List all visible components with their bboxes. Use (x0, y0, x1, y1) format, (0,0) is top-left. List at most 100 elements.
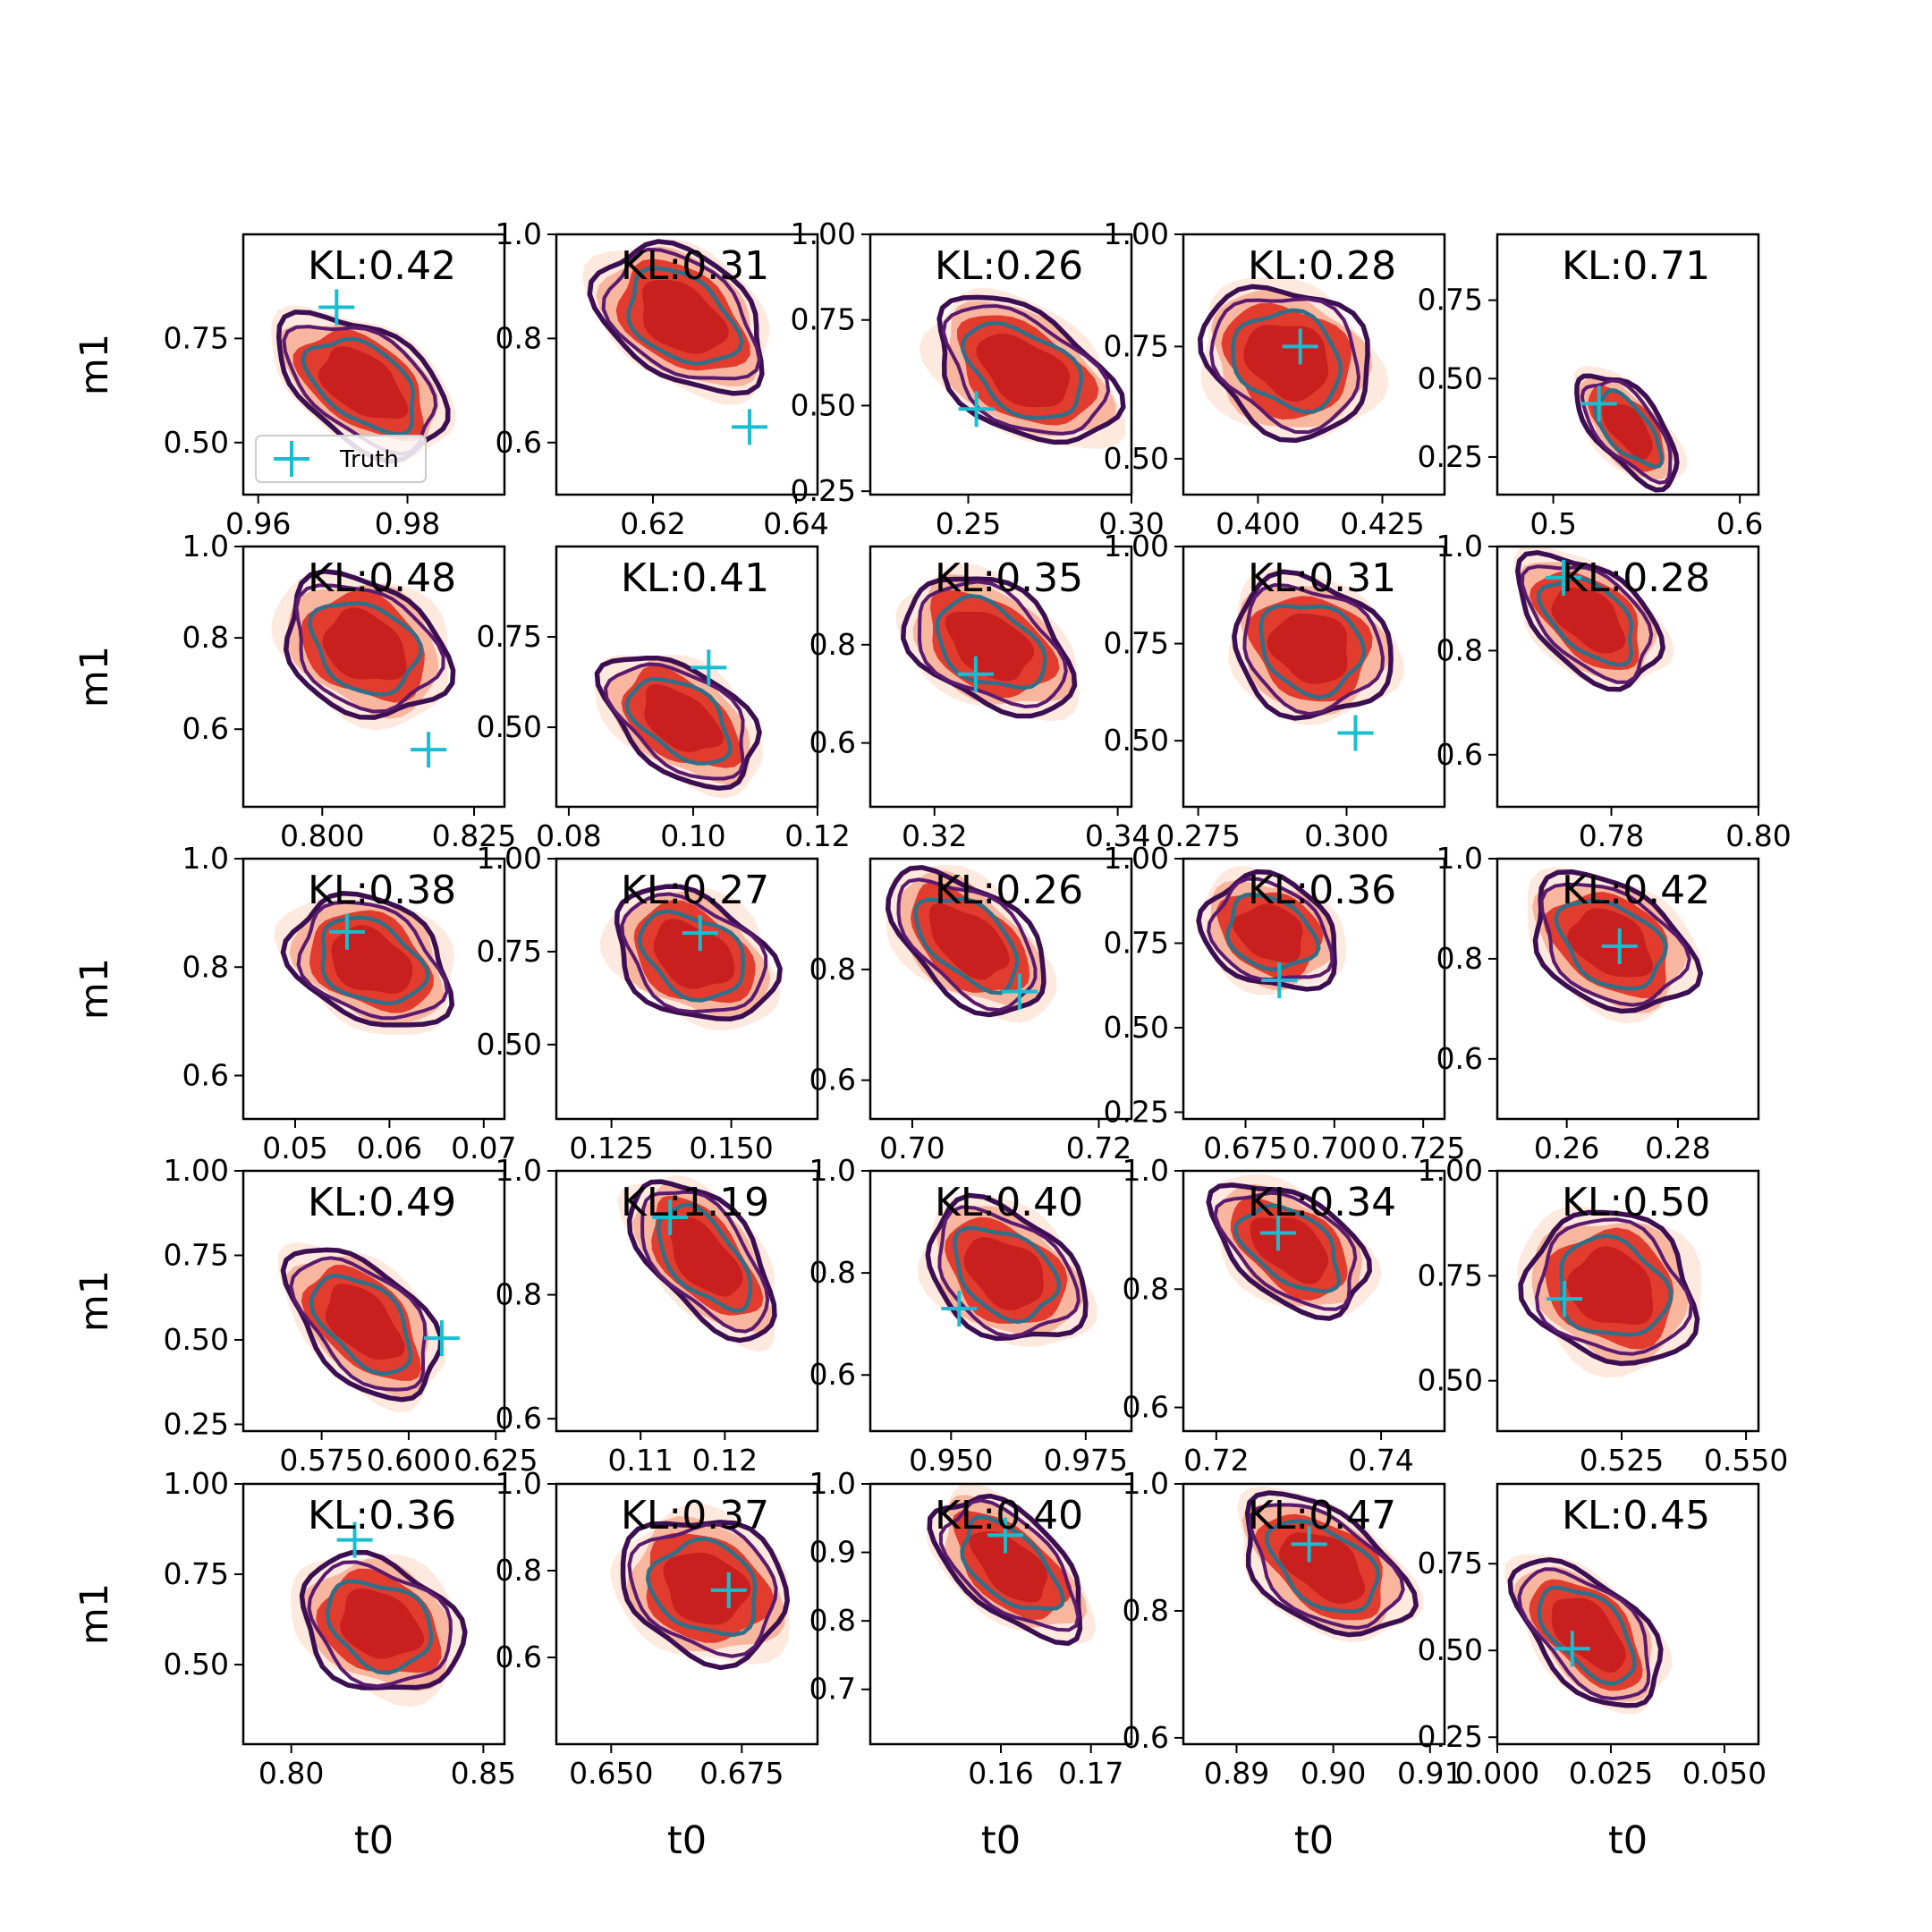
x-tick-label: 0.90 (1301, 1756, 1366, 1791)
contour-mid (640, 1190, 770, 1334)
contour-mid (307, 1560, 453, 1689)
kl-annotation: KL:0.42 (308, 243, 456, 289)
truth-marker (318, 289, 355, 326)
y-tick-label: 0.8 (182, 620, 229, 655)
y-tick-label: 0.25 (1104, 1094, 1169, 1129)
kl-annotation: KL:0.40 (935, 1493, 1083, 1538)
y-tick-label: 0.8 (1123, 1593, 1169, 1628)
axes-frame (869, 857, 1133, 1121)
y-tick-label: 0.75 (164, 1556, 229, 1591)
posterior-region (599, 884, 783, 1031)
legend-label: Truth (339, 446, 399, 473)
posterior-region (1513, 547, 1674, 692)
y-tick-label: 0.50 (1418, 1632, 1483, 1667)
posterior-group (581, 239, 770, 405)
x-tick-label: 0.525 (1580, 1443, 1664, 1478)
x-tick-label: 0.91 (1397, 1756, 1462, 1791)
truth-marker (1282, 328, 1318, 365)
truth-marker (328, 913, 365, 950)
subplot-25: 0.000 0.025 0.050 0.25 0.50 0.75 KL:0.45 t0 (1418, 1482, 1767, 1863)
axes-frame (1496, 233, 1760, 496)
posterior-region (919, 287, 1126, 449)
kl-annotation: KL:0.27 (621, 868, 769, 913)
contour-mid (1520, 564, 1654, 684)
y-tick-label: 1.00 (164, 1466, 229, 1501)
x-axis-label: t0 (667, 1818, 707, 1863)
axes-frame (869, 233, 1133, 496)
contour-inner (301, 336, 416, 436)
y-tick-label: 0.50 (1104, 1010, 1169, 1045)
contour-inner (326, 1579, 434, 1675)
kl-annotation: KL:0.50 (1562, 1180, 1710, 1225)
contour-outer (901, 576, 1078, 719)
contour-mid (603, 662, 745, 781)
x-tick-label: 0.050 (1682, 1756, 1767, 1791)
y-tick-label: 1.0 (182, 529, 229, 564)
truth-marker (423, 1320, 460, 1357)
subplot-17: 0.11 0.12 0.6 0.8 1.0 KL:1.19 (496, 1153, 819, 1478)
x-tick-label: 0.74 (1348, 1443, 1413, 1478)
contour-outer (1206, 1182, 1373, 1321)
contour-inner (307, 601, 423, 697)
contour-mid (917, 580, 1068, 709)
posterior-region (1573, 366, 1688, 493)
x-tick-label: 0.150 (689, 1131, 773, 1165)
y-tick-label: 0.6 (182, 1058, 229, 1093)
contour-outer (280, 891, 455, 1028)
x-tick-label: 0.07 (451, 1131, 516, 1165)
x-tick-label: 0.10 (660, 818, 725, 853)
posterior-group (1513, 547, 1674, 692)
x-axis-label: t0 (354, 1818, 394, 1863)
contour-outer (614, 884, 783, 1022)
contour-mid (1209, 297, 1361, 435)
y-tick-label: 0.50 (477, 1027, 542, 1062)
contour-mid (1207, 877, 1335, 982)
contour-outer (280, 1247, 444, 1402)
posterior-region (594, 649, 764, 799)
x-tick-label: 0.125 (569, 1131, 653, 1165)
contour-inner (960, 1514, 1065, 1611)
contour-mid (1539, 882, 1691, 1007)
kde-fill-core (1243, 325, 1329, 402)
y-tick-label: 0.6 (496, 1401, 542, 1436)
y-tick-label: 0.50 (477, 709, 542, 744)
contour-outer (1507, 1557, 1664, 1708)
subplot-8: 0.32 0.34 0.6 0.8 KL:0.35 (809, 545, 1150, 853)
contour-mid (941, 304, 1111, 436)
posterior-region (609, 1503, 791, 1671)
contour-mid (1248, 1503, 1405, 1631)
kde-fill-core (1551, 587, 1626, 654)
y-tick-label: 0.8 (1123, 1271, 1169, 1306)
x-tick-label: 0.975 (1044, 1443, 1128, 1478)
y-tick-label: 1.00 (1104, 529, 1169, 564)
kde-fill-core (1566, 1246, 1654, 1326)
x-tick-label: 0.17 (1058, 1756, 1123, 1791)
axes-frame (242, 545, 506, 809)
posterior-region (885, 864, 1057, 1023)
kl-annotation: KL:0.41 (621, 555, 769, 601)
kde-fill-core (1602, 401, 1653, 460)
y-tick-label: 0.8 (1436, 632, 1483, 667)
kde-fill-core (963, 1237, 1044, 1311)
contour-mid (1535, 1217, 1693, 1356)
y-tick-label: 1.0 (1436, 841, 1483, 876)
x-tick-label: 0.85 (451, 1756, 516, 1791)
y-tick-label: 0.6 (809, 1357, 856, 1392)
x-tick-label: 0.12 (784, 818, 850, 853)
contour-inner (637, 909, 745, 1003)
kde-fill-core (1278, 1532, 1366, 1604)
x-tick-label: 0.675 (699, 1756, 784, 1791)
contour-inner (626, 266, 744, 366)
truth-marker (1580, 386, 1617, 422)
kl-annotation: KL:0.36 (1248, 868, 1396, 913)
truth-marker (732, 409, 767, 445)
x-axis-label: t0 (1608, 1818, 1648, 1863)
kl-annotation: KL:0.38 (308, 868, 456, 913)
y-tick-label: 1.00 (791, 216, 856, 251)
subplot-2: 0.62 0.64 0.6 0.8 1.0 KL:0.31 (496, 216, 829, 541)
axes-frame (555, 1169, 819, 1433)
y-tick-label: 0.6 (809, 1063, 856, 1097)
posterior-group (1527, 867, 1704, 1024)
kde-fill-core (331, 925, 413, 994)
contour-inner (624, 676, 733, 766)
